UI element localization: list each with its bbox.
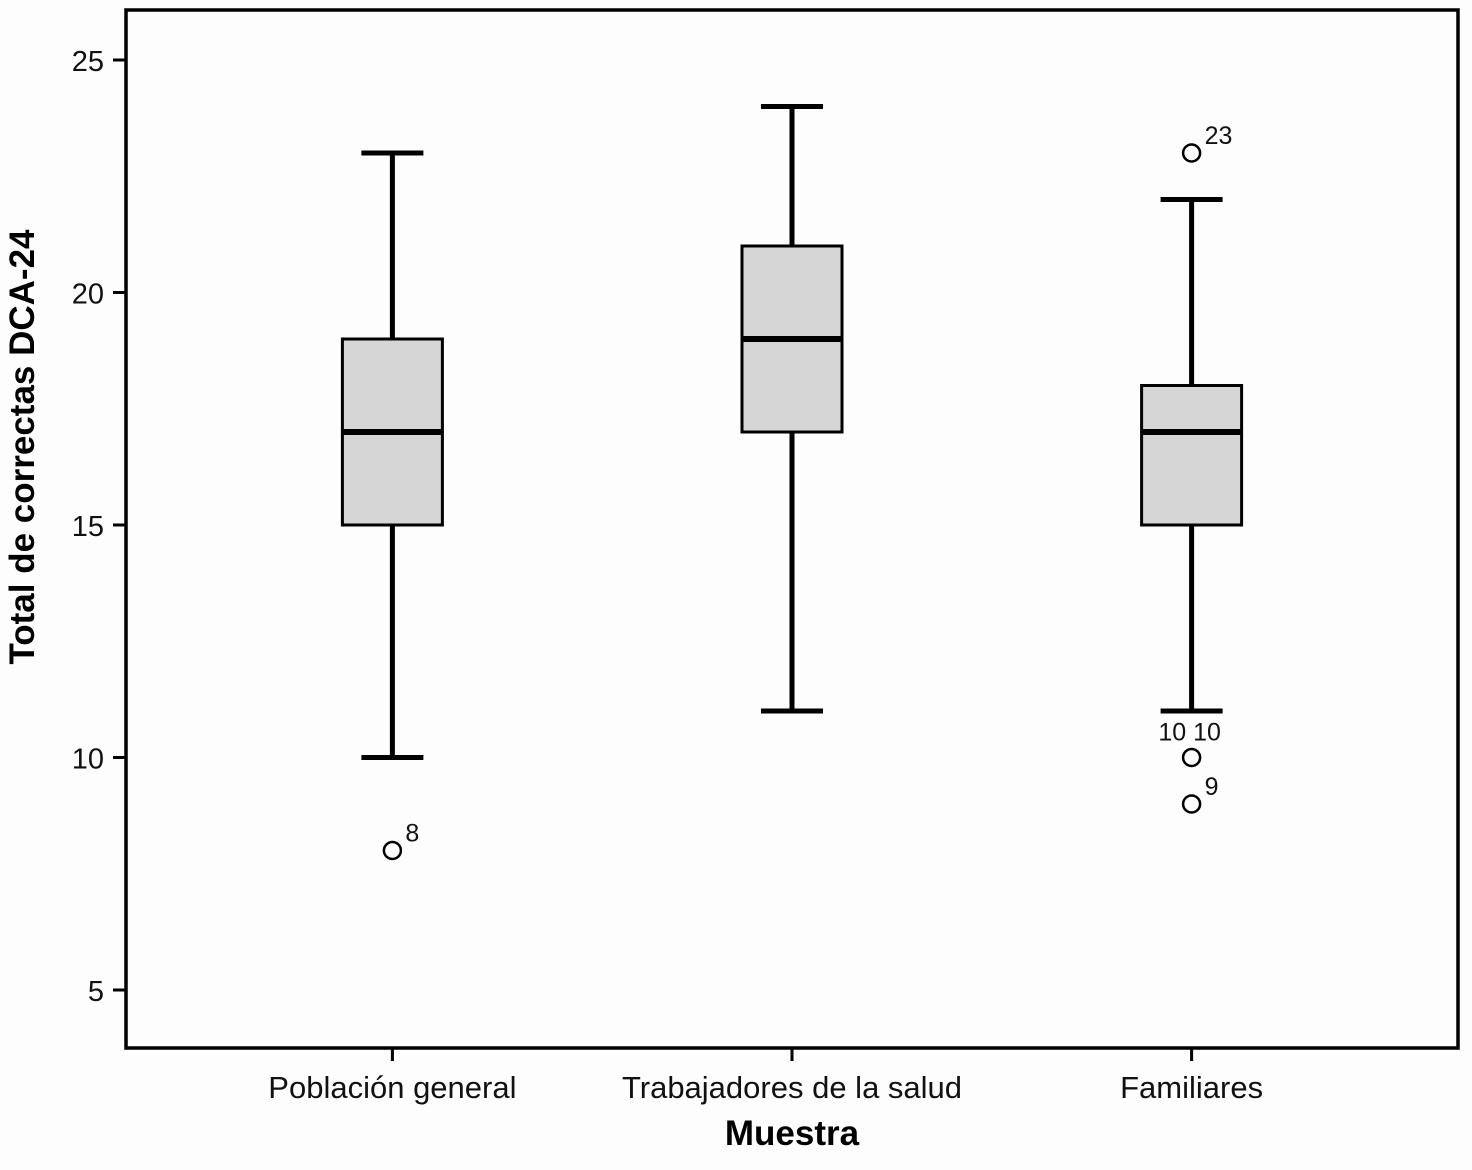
outlier-point [382, 840, 403, 861]
outlier-point [1181, 794, 1202, 814]
iqr-box [1140, 384, 1244, 527]
x-axis-title: Muestra [725, 1114, 860, 1153]
outlier-label: 8 [405, 820, 419, 848]
category-label: Trabajadores de la salud [622, 1070, 962, 1105]
box-group-2 [740, 104, 844, 714]
y-tick-label: 15 [72, 511, 104, 543]
outlier-point [1181, 143, 1202, 163]
y-tick-label: 20 [72, 279, 104, 311]
y-axis-title: Total de correctas DCA-24 [3, 229, 42, 665]
outlier-label: 10 10 [1158, 719, 1221, 747]
y-tick-label: 25 [72, 46, 104, 78]
box-group-1: 8 [340, 150, 444, 861]
outlier-label: 9 [1205, 773, 1219, 801]
y-tick-label: 5 [88, 976, 104, 1008]
outlier-label: 23 [1205, 122, 1233, 150]
y-tick-label: 10 [72, 744, 104, 776]
category-label: Familiares [1120, 1070, 1263, 1105]
category-label: Población general [268, 1070, 516, 1105]
box-group-3: 23 10 10 9 [1140, 122, 1244, 814]
outlier-point [1181, 747, 1202, 768]
